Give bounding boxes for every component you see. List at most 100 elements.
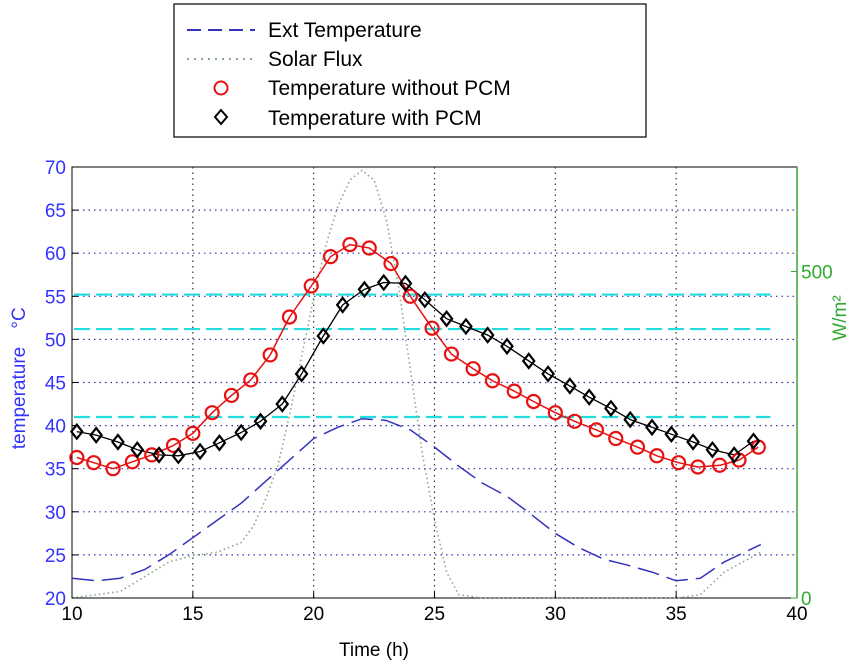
plot-area xyxy=(69,166,798,599)
data-point-without-pcm xyxy=(588,422,605,438)
data-point-with-pcm xyxy=(623,410,638,429)
x-tick-label: 10 xyxy=(61,604,82,625)
data-point-with-pcm xyxy=(439,309,454,328)
data-point-without-pcm xyxy=(649,448,665,464)
data-point-without-pcm xyxy=(629,439,646,455)
data-point-without-pcm xyxy=(608,430,624,447)
data-point-without-pcm xyxy=(105,461,121,477)
y-tick-label-left: 30 xyxy=(45,503,66,524)
data-point-with-pcm xyxy=(294,365,309,383)
y-axis-left: 20 25 30 35 40 45 50 55 60 65 70 xyxy=(45,158,78,610)
data-point-without-pcm xyxy=(443,346,460,362)
data-point-without-pcm xyxy=(484,373,501,389)
y-tick-label-left: 50 xyxy=(45,330,66,351)
y-axis-title-right: W/m² xyxy=(830,295,851,340)
data-point-with-pcm xyxy=(253,412,268,431)
data-point-with-pcm xyxy=(357,280,372,299)
data-point-with-pcm xyxy=(604,399,618,418)
data-point-without-pcm xyxy=(402,288,418,304)
data-point-without-pcm xyxy=(547,405,563,421)
data-point-with-pcm xyxy=(582,388,597,406)
data-point-without-pcm xyxy=(690,459,706,475)
series-line-ext-temperature xyxy=(71,417,762,582)
data-point-with-pcm xyxy=(727,446,742,464)
x-axis: 10 15 20 25 30 35 40 xyxy=(61,592,808,625)
y-tick-label-right: 0 xyxy=(801,589,812,610)
y-tick-label-left: 70 xyxy=(45,158,66,179)
y-tick-label-left: 65 xyxy=(45,201,66,222)
data-point-without-pcm xyxy=(69,449,85,466)
data-point-without-pcm xyxy=(144,447,160,463)
y-axis-right: 0 500 xyxy=(791,167,833,610)
data-point-without-pcm xyxy=(465,361,481,377)
y-tick-label-left: 60 xyxy=(45,244,66,265)
data-point-with-pcm xyxy=(746,432,761,450)
y-tick-label-right: 500 xyxy=(801,262,833,283)
data-point-without-pcm xyxy=(262,347,278,363)
data-point-without-pcm xyxy=(567,413,583,429)
data-point-with-pcm xyxy=(171,446,186,465)
data-point-without-pcm xyxy=(223,387,240,404)
x-tick-label: 30 xyxy=(545,604,566,625)
data-point-with-pcm xyxy=(562,377,577,395)
data-point-without-pcm xyxy=(383,255,399,272)
data-point-without-pcm xyxy=(361,240,377,256)
data-point-with-pcm xyxy=(398,274,413,293)
legend-marker-with-pcm xyxy=(213,108,229,126)
data-point-with-pcm xyxy=(541,365,555,383)
y-tick-label-left: 20 xyxy=(45,589,66,610)
data-point-without-pcm xyxy=(185,425,201,441)
data-point-with-pcm xyxy=(89,426,104,444)
data-point-without-pcm xyxy=(165,437,182,454)
data-point-without-pcm xyxy=(342,236,358,253)
x-tick-label: 20 xyxy=(303,604,324,625)
legend-label-with-pcm: Temperature with PCM xyxy=(268,107,482,130)
data-point-with-pcm xyxy=(316,327,331,345)
data-point-with-pcm xyxy=(376,273,391,292)
y-axis-unit-left: °C xyxy=(9,307,30,328)
data-point-with-pcm xyxy=(417,290,432,309)
data-point-with-pcm xyxy=(335,296,350,314)
data-point-with-pcm xyxy=(275,395,290,413)
legend-label-ext: Ext Temperature xyxy=(268,19,422,42)
data-point-without-pcm xyxy=(86,455,102,471)
data-point-without-pcm xyxy=(670,455,687,471)
data-point-with-pcm xyxy=(69,422,84,441)
data-point-without-pcm xyxy=(525,393,542,410)
y-tick-label-left: 25 xyxy=(45,546,66,567)
legend-label-without-pcm: Temperature without PCM xyxy=(268,77,511,100)
x-tick-label: 40 xyxy=(786,604,807,625)
data-point-with-pcm xyxy=(664,425,679,444)
data-point-with-pcm xyxy=(686,433,700,451)
data-point-with-pcm xyxy=(459,317,473,336)
data-point-with-pcm xyxy=(500,337,514,356)
y-tick-label-left: 40 xyxy=(45,417,66,438)
series-lines xyxy=(71,169,762,599)
data-point-with-pcm xyxy=(130,440,145,459)
data-point-without-pcm xyxy=(204,405,220,421)
legend: Ext Temperature Solar Flux Temperature w… xyxy=(173,3,647,138)
data-point-with-pcm xyxy=(234,423,249,442)
data-point-without-pcm xyxy=(506,383,522,399)
data-point-without-pcm xyxy=(124,454,141,470)
data-point-with-pcm xyxy=(521,352,536,370)
data-point-with-pcm xyxy=(212,434,227,452)
x-tick-label: 35 xyxy=(666,604,687,625)
x-tick-label: 15 xyxy=(182,604,203,625)
data-point-with-pcm xyxy=(193,442,207,461)
legend-label-solar: Solar Flux xyxy=(268,48,363,71)
data-point-without-pcm xyxy=(281,309,298,325)
data-point-without-pcm xyxy=(303,278,319,294)
y-tick-label-left: 45 xyxy=(45,374,66,395)
reference-lines xyxy=(74,293,771,419)
data-point-with-pcm xyxy=(705,440,720,459)
data-point-with-pcm xyxy=(152,446,166,464)
y-axis-title-left: temperature xyxy=(9,347,30,449)
y-tick-label-left: 35 xyxy=(45,460,66,481)
data-point-without-pcm xyxy=(424,320,440,336)
data-point-without-pcm xyxy=(322,249,339,265)
legend-box xyxy=(173,3,647,138)
series-markers xyxy=(69,236,766,477)
x-tick-label: 25 xyxy=(424,604,445,625)
